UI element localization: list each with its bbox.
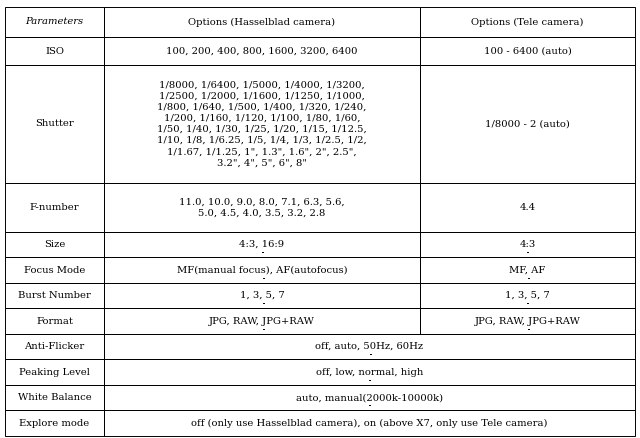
Text: 11.0, 10.0, 9.0, 8.0, 7.1, 6.3, 5.6,
5.0, 4.5, 4.0, 3.5, 3.2, 2.8: 11.0, 10.0, 9.0, 8.0, 7.1, 6.3, 5.6, 5.0… — [179, 198, 345, 217]
Bar — [5, 334, 104, 359]
Text: F-number: F-number — [29, 203, 79, 212]
Text: off, low, normal, high: off, low, normal, high — [316, 367, 423, 377]
Text: Peaking Level: Peaking Level — [19, 367, 90, 377]
Text: JPG, RAW, JPG+RAW: JPG, RAW, JPG+RAW — [209, 317, 315, 325]
Bar — [420, 183, 635, 232]
Text: Size: Size — [44, 240, 65, 249]
Bar — [420, 37, 635, 65]
Text: Parameters: Parameters — [26, 18, 84, 26]
Bar — [5, 410, 104, 436]
Text: 4:3: 4:3 — [520, 240, 536, 249]
Bar — [5, 7, 104, 37]
Text: off (only use Hasselblad camera), on (above X7, only use Tele camera): off (only use Hasselblad camera), on (ab… — [191, 418, 548, 427]
Bar — [420, 308, 635, 334]
Bar — [104, 257, 420, 283]
Bar — [420, 283, 635, 308]
Text: JPG, RAW, JPG+RAW: JPG, RAW, JPG+RAW — [475, 317, 580, 325]
Bar — [104, 308, 420, 334]
Text: auto, manual(2000k-10000k): auto, manual(2000k-10000k) — [296, 393, 443, 402]
Bar — [104, 232, 420, 257]
Bar — [5, 359, 104, 385]
Bar — [5, 65, 104, 183]
Bar — [5, 257, 104, 283]
Text: 1, 3, 5, 7: 1, 3, 5, 7 — [240, 291, 284, 300]
Text: Anti-Flicker: Anti-Flicker — [24, 342, 84, 351]
Bar — [5, 283, 104, 308]
Bar — [104, 410, 635, 436]
Text: MF(manual focus), AF(autofocus): MF(manual focus), AF(autofocus) — [177, 265, 348, 275]
Text: 100 - 6400 (auto): 100 - 6400 (auto) — [484, 47, 572, 56]
Text: 4:3, 16:9: 4:3, 16:9 — [239, 240, 285, 249]
Text: Options (Hasselblad camera): Options (Hasselblad camera) — [189, 18, 335, 27]
Bar — [5, 308, 104, 334]
Text: White Balance: White Balance — [18, 393, 92, 402]
Bar — [420, 65, 635, 183]
Bar — [420, 7, 635, 37]
Text: 4.4: 4.4 — [520, 203, 536, 212]
Text: Options (Tele camera): Options (Tele camera) — [471, 18, 584, 27]
Text: off, auto, 50Hz, 60Hz: off, auto, 50Hz, 60Hz — [316, 342, 424, 351]
Bar — [104, 359, 635, 385]
Bar — [104, 183, 420, 232]
Bar — [5, 37, 104, 65]
Text: ISO: ISO — [45, 47, 64, 56]
Bar — [104, 7, 420, 37]
Bar — [5, 385, 104, 410]
Text: 1/8000 - 2 (auto): 1/8000 - 2 (auto) — [485, 120, 570, 128]
Text: Explore mode: Explore mode — [19, 419, 90, 427]
Text: 100, 200, 400, 800, 1600, 3200, 6400: 100, 200, 400, 800, 1600, 3200, 6400 — [166, 47, 358, 56]
Bar — [104, 334, 635, 359]
Text: Burst Number: Burst Number — [18, 291, 91, 300]
Text: MF, AF: MF, AF — [509, 265, 546, 275]
Text: 1, 3, 5, 7: 1, 3, 5, 7 — [505, 291, 550, 300]
Bar — [5, 232, 104, 257]
Bar — [104, 385, 635, 410]
Bar — [104, 283, 420, 308]
Text: Focus Mode: Focus Mode — [24, 265, 85, 275]
Bar — [420, 232, 635, 257]
Bar — [5, 183, 104, 232]
Text: 1/8000, 1/6400, 1/5000, 1/4000, 1/3200,
1/2500, 1/2000, 1/1600, 1/1250, 1/1000,
: 1/8000, 1/6400, 1/5000, 1/4000, 1/3200, … — [157, 81, 367, 167]
Text: Format: Format — [36, 317, 73, 325]
Bar — [420, 257, 635, 283]
Bar — [104, 37, 420, 65]
Bar — [104, 65, 420, 183]
Text: Shutter: Shutter — [35, 120, 74, 128]
